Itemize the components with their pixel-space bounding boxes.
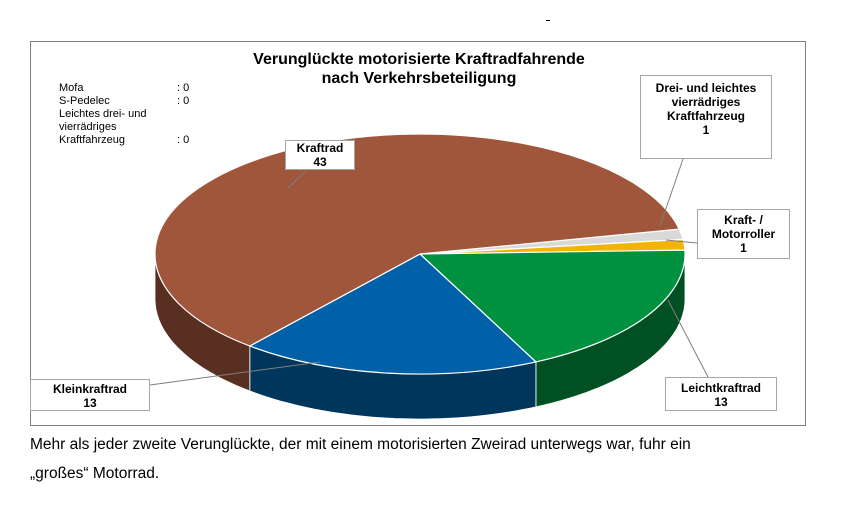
callout-value: 13 [714, 395, 728, 409]
callout-value: 13 [83, 396, 97, 410]
callout-value: 1 [740, 241, 747, 255]
callout-label: Drei- und leichtes vierrädriges Kraftfah… [655, 81, 757, 123]
callout-leader-line [659, 158, 684, 227]
callout-leader-line [665, 239, 698, 244]
chart-title-line2: nach Verkehrsbeteiligung [321, 70, 517, 87]
callout-value: 43 [313, 155, 327, 169]
callout-kraftrad: Kraftrad 43 [285, 140, 355, 170]
zero-label: S-Pedelec [59, 95, 110, 107]
callout-leader-line [287, 171, 306, 189]
pie-slice-kraftrad [154, 133, 681, 347]
pie-slice-kleinkraftrad [248, 253, 538, 375]
chart-title: Verunglückte motorisierte Kraftradfahren… [31, 50, 807, 88]
stray-mark [546, 20, 550, 21]
zero-value: : 0 [177, 134, 190, 146]
callout-label: Kraftrad [296, 141, 344, 155]
chart-title-line1: Verunglückte motorisierte Kraftradfahren… [253, 51, 585, 68]
caption: Mehr als jeder zweite Verunglückte, der … [30, 430, 820, 488]
caption-line1: Mehr als jeder zweite Verunglückte, der … [30, 436, 691, 453]
callout-label: Kleinkraftrad [52, 382, 128, 396]
zero-value: : 0 [177, 82, 190, 94]
zero-value: : 0 [177, 95, 190, 107]
callout-motorroller: Kraft- / Motorroller 1 [697, 209, 790, 259]
callout-leader-line [667, 299, 709, 378]
zero-label: Mofa [59, 82, 84, 94]
callout-label: Kraft- / Motorroller [711, 213, 776, 241]
pie-slice-leichtkraftrad [418, 249, 686, 363]
caption-line2: „großes“ Motorrad. [30, 465, 160, 482]
callout-leader-line [149, 361, 321, 386]
callout-drei-und-vierraedrig: Drei- und leichtes vierrädriges Kraftfah… [640, 75, 772, 159]
callout-kleinkraftrad: Kleinkraftrad 13 [30, 379, 150, 411]
callout-leichtkraftrad: Leichtkraftrad 13 [665, 377, 777, 411]
callout-value: 1 [702, 123, 710, 137]
zero-label: Leichtes drei- und vierrädriges Kraftfah… [59, 108, 147, 146]
callout-label: Leichtkraftrad [680, 381, 762, 395]
